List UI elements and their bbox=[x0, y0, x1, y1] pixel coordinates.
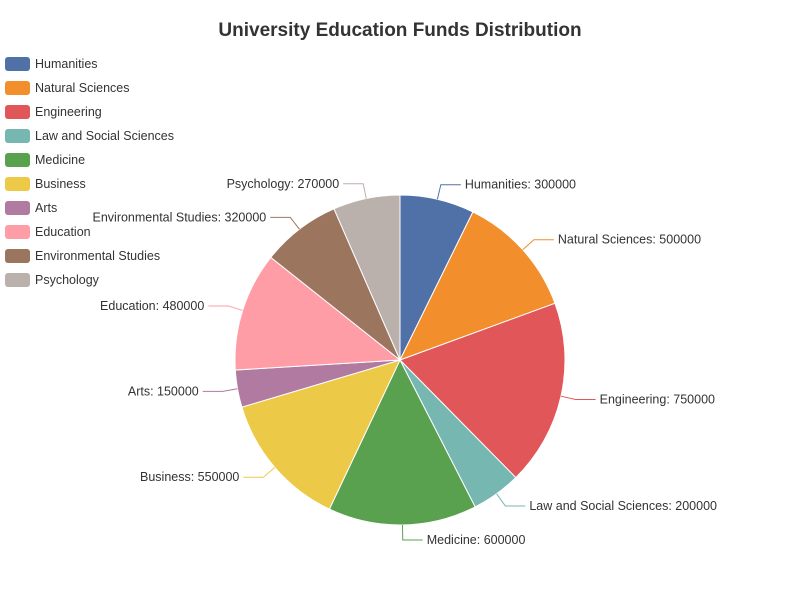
legend-label: Environmental Studies bbox=[35, 249, 161, 263]
slice-label: Psychology: 270000 bbox=[227, 177, 340, 191]
legend-item[interactable]: Arts bbox=[5, 196, 174, 220]
legend-swatch bbox=[5, 177, 30, 191]
slice-label: Law and Social Sciences: 200000 bbox=[529, 499, 717, 513]
label-line bbox=[343, 183, 367, 199]
label-line bbox=[436, 184, 461, 200]
legend-swatch bbox=[5, 105, 30, 119]
slice-label: Education: 480000 bbox=[100, 299, 204, 313]
pie-slice[interactable] bbox=[328, 358, 476, 526]
legend-swatch bbox=[5, 81, 30, 95]
chart-title: University Education Funds Distribution bbox=[218, 20, 582, 41]
legend-swatch bbox=[5, 225, 30, 239]
legend-label: Natural Sciences bbox=[35, 81, 130, 95]
legend-swatch bbox=[5, 201, 30, 215]
pie-slice[interactable] bbox=[399, 302, 566, 479]
legend-label: Law and Social Sciences bbox=[35, 129, 174, 143]
label-line bbox=[522, 239, 554, 251]
slice-label: Environmental Studies: 320000 bbox=[93, 210, 267, 224]
slice-label: Medicine: 600000 bbox=[427, 533, 526, 547]
legend-label: Engineering bbox=[35, 105, 102, 119]
legend-label: Humanities bbox=[35, 57, 98, 71]
legend-item[interactable]: Engineering bbox=[5, 100, 174, 124]
legend-item[interactable]: Humanities bbox=[5, 52, 174, 76]
legend-item[interactable]: Education bbox=[5, 220, 174, 244]
legend-label: Psychology bbox=[35, 273, 99, 287]
legend-item[interactable]: Environmental Studies bbox=[5, 244, 174, 268]
legend-label: Arts bbox=[35, 201, 58, 215]
legend-item[interactable]: Law and Social Sciences bbox=[5, 124, 174, 148]
legend-item[interactable]: Business bbox=[5, 172, 174, 196]
label-line bbox=[496, 493, 526, 507]
legend-item[interactable]: Psychology bbox=[5, 268, 174, 292]
legend-label: Education bbox=[35, 225, 91, 239]
label-line bbox=[208, 305, 243, 311]
label-line bbox=[560, 395, 596, 400]
legend-label: Medicine bbox=[35, 153, 86, 167]
label-line bbox=[202, 388, 238, 392]
slice-label: Business: 550000 bbox=[140, 470, 239, 484]
label-line bbox=[270, 216, 300, 230]
pie-slice[interactable] bbox=[333, 194, 401, 361]
legend-swatch bbox=[5, 153, 30, 167]
legend-item[interactable]: Medicine bbox=[5, 148, 174, 172]
pie-slice[interactable] bbox=[241, 359, 401, 510]
slice-label: Engineering: 750000 bbox=[600, 392, 715, 406]
slice-label: Arts: 150000 bbox=[128, 384, 199, 398]
legend-swatch bbox=[5, 57, 30, 71]
legend-swatch bbox=[5, 273, 30, 287]
legend-item[interactable]: Natural Sciences bbox=[5, 76, 174, 100]
pie-slice[interactable] bbox=[399, 211, 556, 361]
legend-swatch bbox=[5, 129, 30, 143]
label-line bbox=[243, 467, 276, 478]
slice-label: Humanities: 300000 bbox=[465, 178, 576, 192]
legend-label: Business bbox=[35, 177, 86, 191]
slice-label: Natural Sciences: 500000 bbox=[558, 233, 701, 247]
legend-swatch bbox=[5, 249, 30, 263]
label-line bbox=[402, 524, 423, 541]
legend: Humanities Natural Sciences Engineering Law… bbox=[5, 52, 174, 292]
